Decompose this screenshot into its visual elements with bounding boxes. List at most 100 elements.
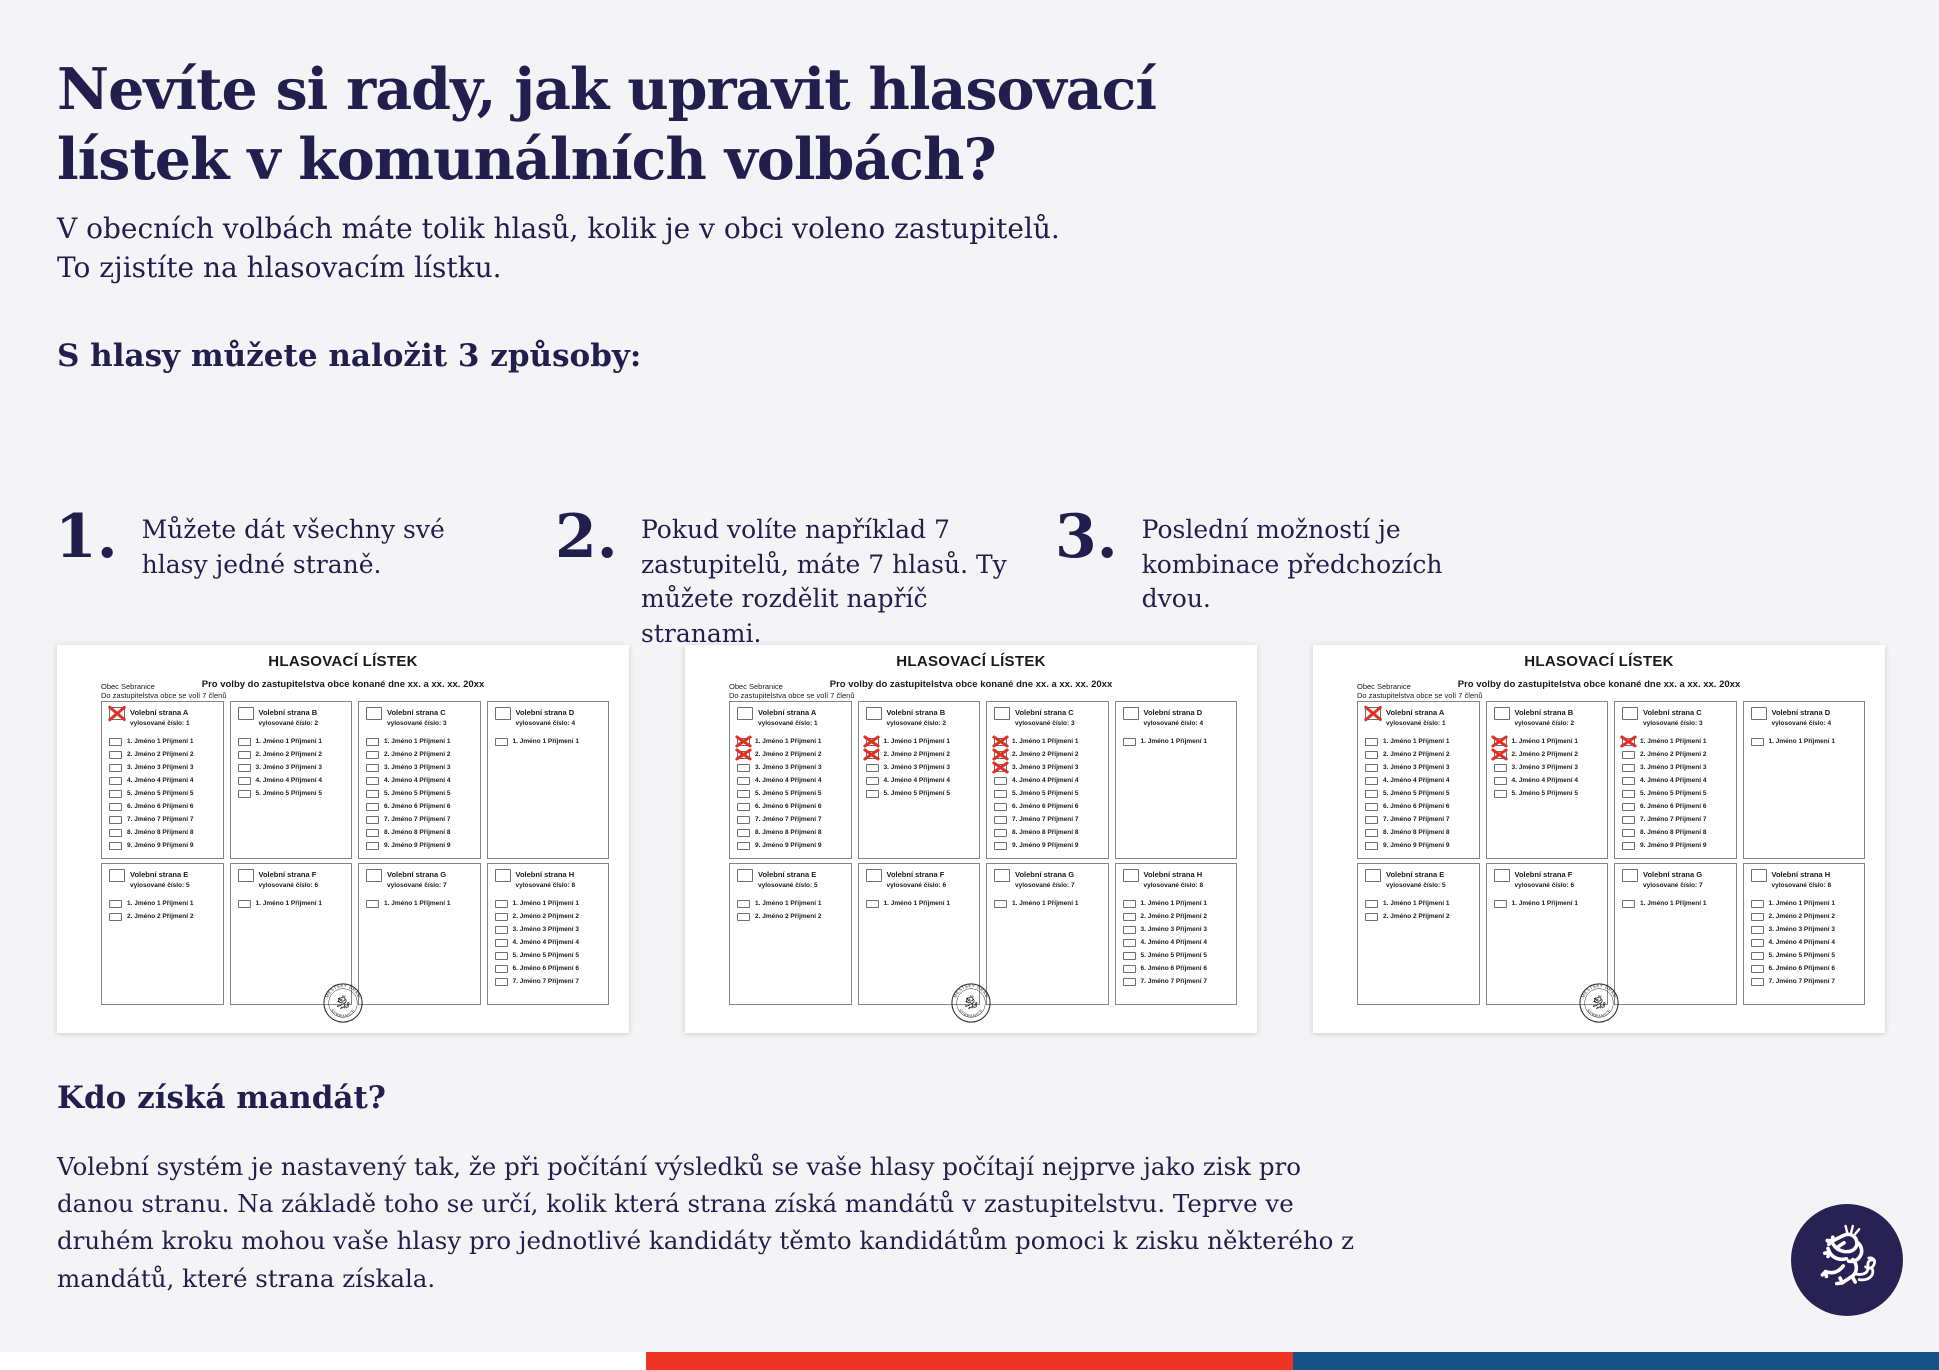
- candidate-checkbox[interactable]: [1493, 899, 1507, 908]
- party-checkbox-C[interactable]: [1622, 707, 1638, 720]
- candidate-checkbox[interactable]: [366, 815, 379, 824]
- party-checkbox-H[interactable]: [494, 869, 511, 882]
- candidate-checkbox[interactable]: [1622, 776, 1635, 785]
- candidate-checkbox[interactable]: [494, 951, 508, 960]
- candidate-checkbox[interactable]: [994, 828, 1007, 837]
- candidate-checkbox[interactable]: [366, 802, 379, 811]
- party-checkbox-C[interactable]: [994, 707, 1010, 720]
- party-checkbox-A[interactable]: [737, 707, 753, 720]
- candidate-checkbox[interactable]: [109, 737, 122, 746]
- candidate-checkbox[interactable]: [109, 841, 122, 850]
- party-checkbox-B[interactable]: [237, 707, 254, 720]
- candidate-checkbox[interactable]: [994, 815, 1007, 824]
- candidate-checkbox[interactable]: [865, 789, 879, 798]
- candidate-checkbox[interactable]: [1122, 737, 1136, 746]
- candidate-checkbox[interactable]: [494, 977, 508, 986]
- candidate-checkbox[interactable]: [865, 737, 879, 746]
- candidate-checkbox[interactable]: [494, 938, 508, 947]
- candidate-checkbox[interactable]: [109, 750, 122, 759]
- candidate-checkbox[interactable]: [1493, 776, 1507, 785]
- candidate-checkbox[interactable]: [109, 776, 122, 785]
- candidate-checkbox[interactable]: [737, 912, 750, 921]
- candidate-checkbox[interactable]: [1622, 737, 1635, 746]
- candidate-checkbox[interactable]: [1750, 964, 1764, 973]
- candidate-checkbox[interactable]: [1622, 750, 1635, 759]
- party-checkbox-E[interactable]: [737, 869, 753, 882]
- candidate-checkbox[interactable]: [737, 828, 750, 837]
- candidate-checkbox[interactable]: [494, 925, 508, 934]
- candidate-checkbox[interactable]: [494, 912, 508, 921]
- candidate-checkbox[interactable]: [865, 750, 879, 759]
- candidate-checkbox[interactable]: [994, 899, 1007, 908]
- party-checkbox-E[interactable]: [109, 869, 125, 882]
- party-checkbox-F[interactable]: [865, 869, 882, 882]
- candidate-checkbox[interactable]: [1750, 912, 1764, 921]
- candidate-checkbox[interactable]: [494, 737, 508, 746]
- party-checkbox-G[interactable]: [1622, 869, 1638, 882]
- candidate-checkbox[interactable]: [1493, 789, 1507, 798]
- candidate-checkbox[interactable]: [237, 899, 251, 908]
- candidate-checkbox[interactable]: [1750, 938, 1764, 947]
- candidate-checkbox[interactable]: [1365, 802, 1378, 811]
- candidate-checkbox[interactable]: [994, 841, 1007, 850]
- candidate-checkbox[interactable]: [737, 841, 750, 850]
- candidate-checkbox[interactable]: [865, 763, 879, 772]
- candidate-checkbox[interactable]: [237, 776, 251, 785]
- candidate-checkbox[interactable]: [1622, 828, 1635, 837]
- candidate-checkbox[interactable]: [109, 828, 122, 837]
- candidate-checkbox[interactable]: [237, 763, 251, 772]
- candidate-checkbox[interactable]: [109, 763, 122, 772]
- candidate-checkbox[interactable]: [737, 815, 750, 824]
- candidate-checkbox[interactable]: [109, 815, 122, 824]
- candidate-checkbox[interactable]: [1122, 977, 1136, 986]
- party-checkbox-G[interactable]: [994, 869, 1010, 882]
- candidate-checkbox[interactable]: [1493, 737, 1507, 746]
- party-checkbox-D[interactable]: [1122, 707, 1139, 720]
- party-checkbox-D[interactable]: [1750, 707, 1767, 720]
- candidate-checkbox[interactable]: [994, 750, 1007, 759]
- party-checkbox-B[interactable]: [1493, 707, 1510, 720]
- candidate-checkbox[interactable]: [1622, 789, 1635, 798]
- candidate-checkbox[interactable]: [1365, 841, 1378, 850]
- candidate-checkbox[interactable]: [1122, 964, 1136, 973]
- candidate-checkbox[interactable]: [366, 750, 379, 759]
- candidate-checkbox[interactable]: [109, 899, 122, 908]
- candidate-checkbox[interactable]: [1750, 951, 1764, 960]
- candidate-checkbox[interactable]: [1365, 750, 1378, 759]
- candidate-checkbox[interactable]: [994, 763, 1007, 772]
- candidate-checkbox[interactable]: [737, 763, 750, 772]
- candidate-checkbox[interactable]: [366, 789, 379, 798]
- party-checkbox-B[interactable]: [865, 707, 882, 720]
- candidate-checkbox[interactable]: [1365, 815, 1378, 824]
- candidate-checkbox[interactable]: [1493, 750, 1507, 759]
- candidate-checkbox[interactable]: [1122, 951, 1136, 960]
- candidate-checkbox[interactable]: [994, 776, 1007, 785]
- candidate-checkbox[interactable]: [737, 776, 750, 785]
- candidate-checkbox[interactable]: [1122, 912, 1136, 921]
- candidate-checkbox[interactable]: [366, 841, 379, 850]
- candidate-checkbox[interactable]: [1750, 737, 1764, 746]
- candidate-checkbox[interactable]: [237, 750, 251, 759]
- candidate-checkbox[interactable]: [237, 737, 251, 746]
- party-checkbox-H[interactable]: [1750, 869, 1767, 882]
- candidate-checkbox[interactable]: [1622, 802, 1635, 811]
- candidate-checkbox[interactable]: [109, 802, 122, 811]
- candidate-checkbox[interactable]: [1622, 815, 1635, 824]
- candidate-checkbox[interactable]: [494, 899, 508, 908]
- party-checkbox-C[interactable]: [366, 707, 382, 720]
- candidate-checkbox[interactable]: [994, 802, 1007, 811]
- candidate-checkbox[interactable]: [737, 899, 750, 908]
- candidate-checkbox[interactable]: [865, 899, 879, 908]
- candidate-checkbox[interactable]: [1622, 841, 1635, 850]
- candidate-checkbox[interactable]: [1122, 899, 1136, 908]
- party-checkbox-F[interactable]: [1493, 869, 1510, 882]
- candidate-checkbox[interactable]: [865, 776, 879, 785]
- candidate-checkbox[interactable]: [737, 789, 750, 798]
- candidate-checkbox[interactable]: [1622, 899, 1635, 908]
- candidate-checkbox[interactable]: [1122, 925, 1136, 934]
- candidate-checkbox[interactable]: [1750, 977, 1764, 986]
- candidate-checkbox[interactable]: [1493, 763, 1507, 772]
- candidate-checkbox[interactable]: [994, 737, 1007, 746]
- party-checkbox-F[interactable]: [237, 869, 254, 882]
- candidate-checkbox[interactable]: [366, 828, 379, 837]
